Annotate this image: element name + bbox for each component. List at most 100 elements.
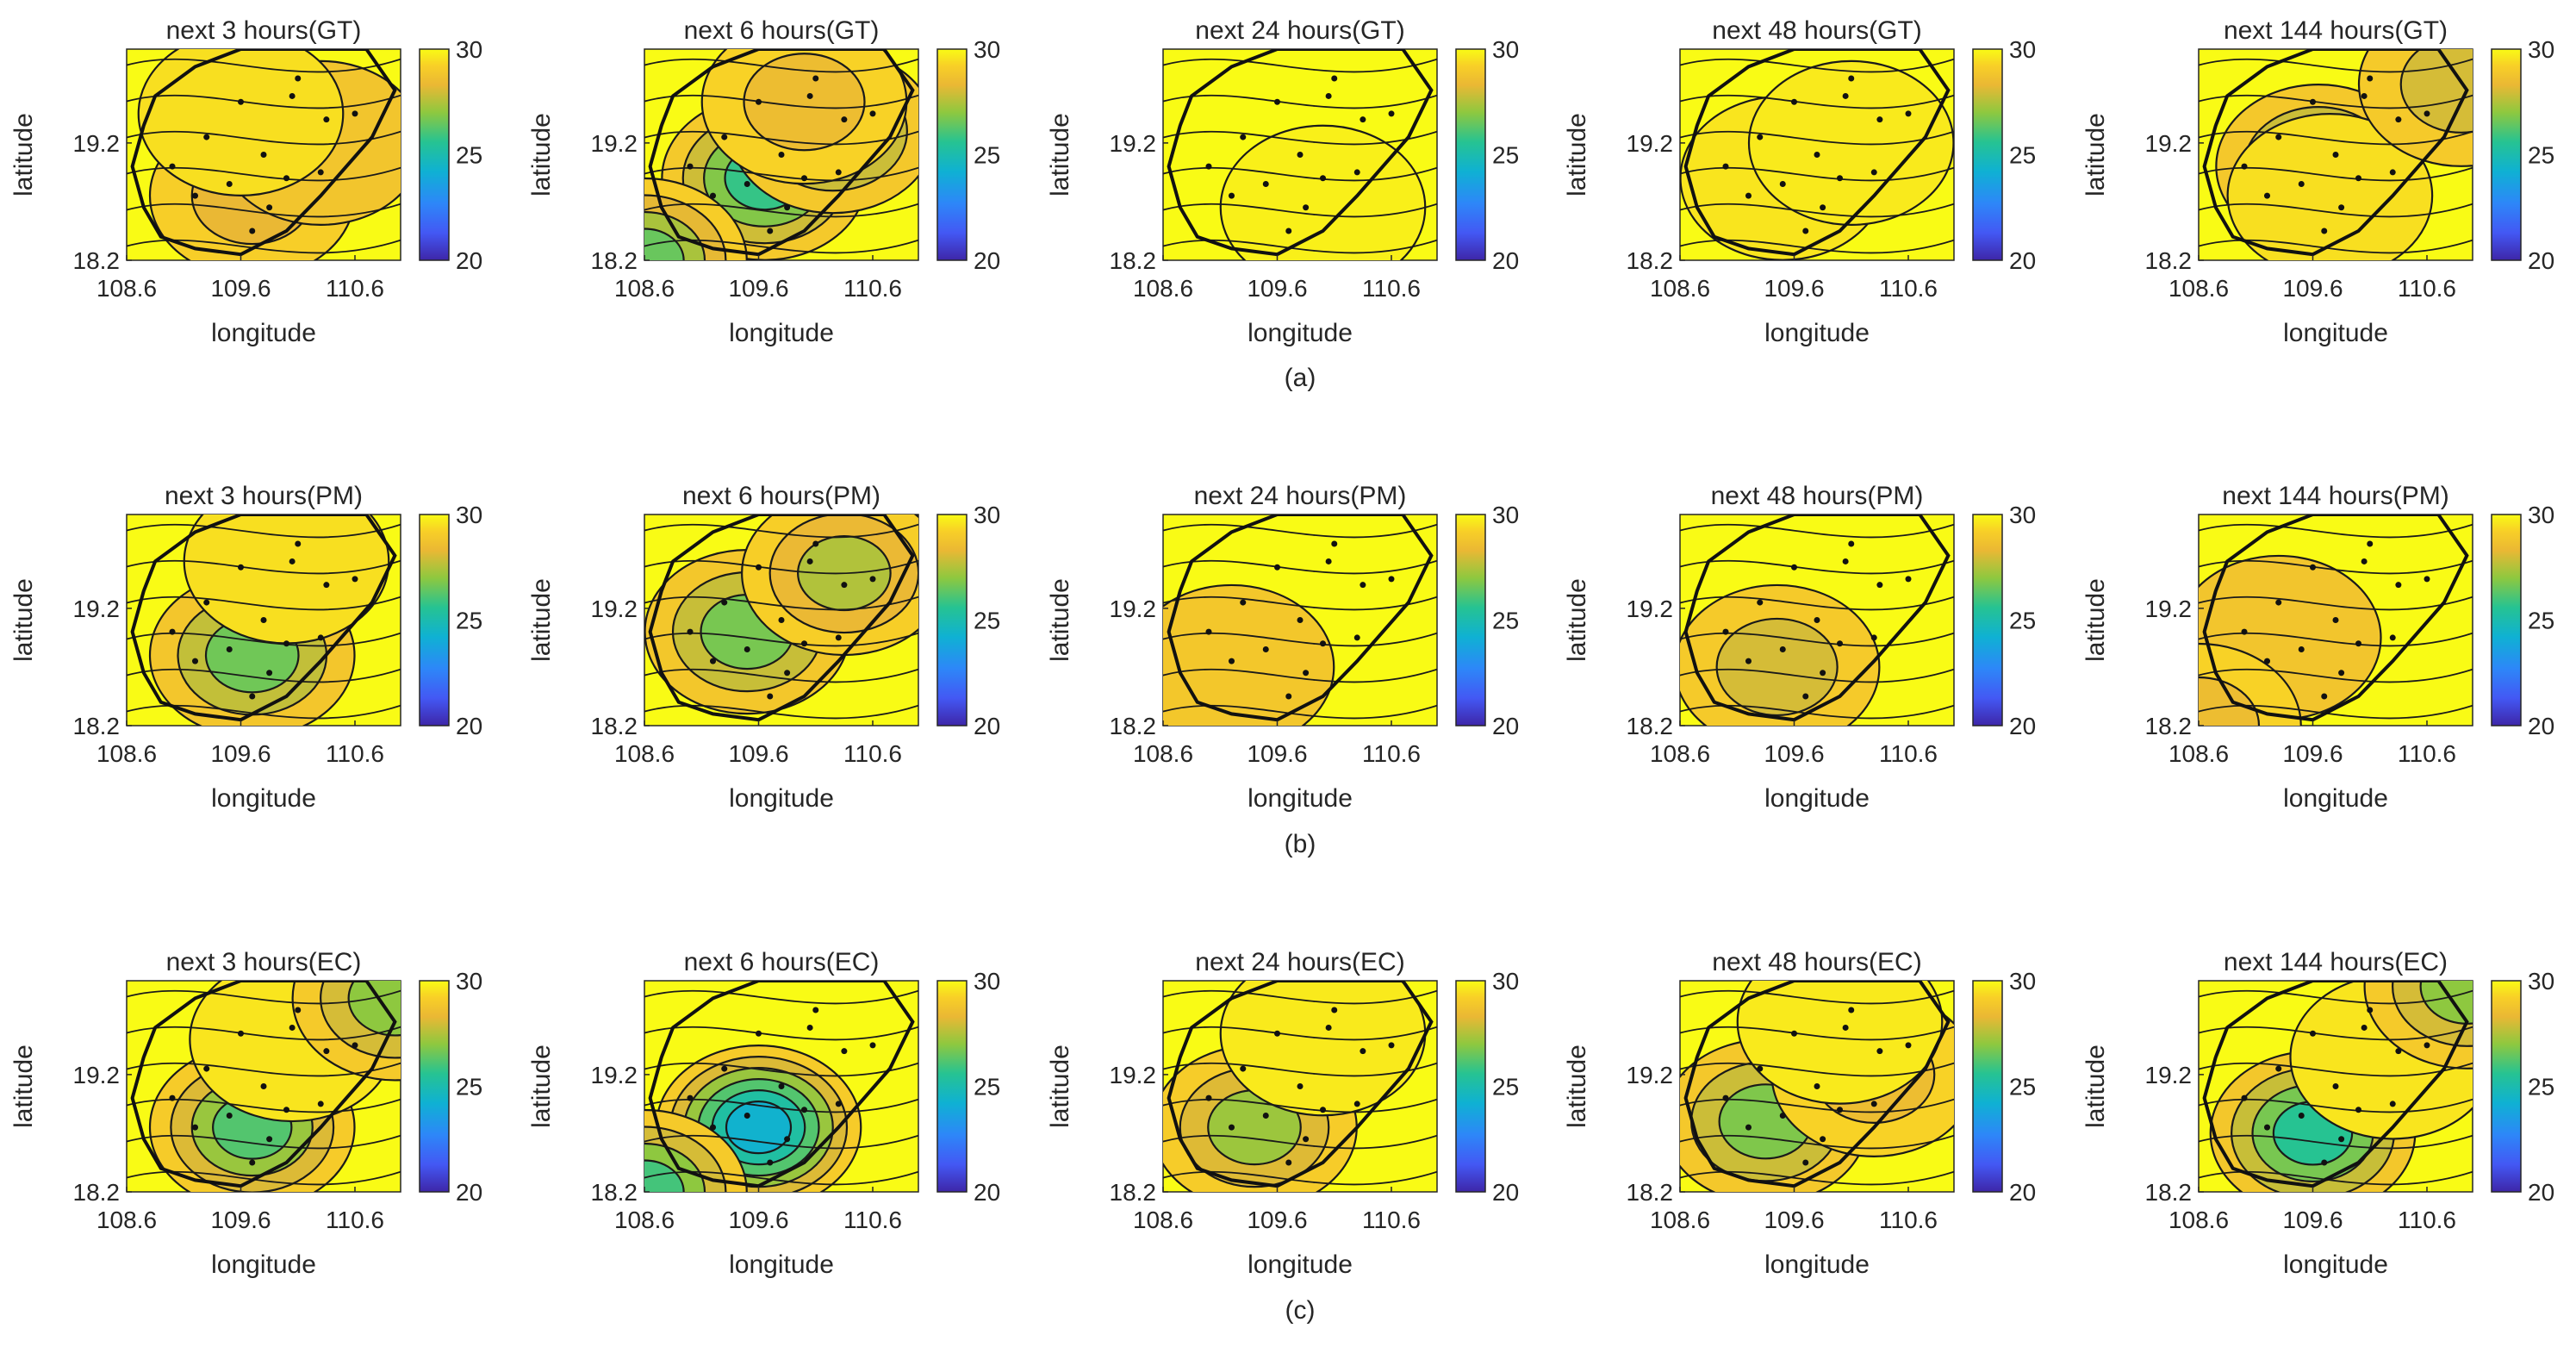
y-axis-label: latitude xyxy=(9,578,38,662)
colorbar-tick-label: 25 xyxy=(1492,142,1519,169)
colorbar-tick-label: 30 xyxy=(456,36,482,63)
secondary-spot-contour xyxy=(137,49,345,196)
station-marker xyxy=(1722,628,1729,635)
station-marker xyxy=(2332,1083,2339,1089)
station-marker xyxy=(1745,1124,1752,1131)
y-axis-label: latitude xyxy=(527,578,556,662)
y-tick-label: 18.2 xyxy=(73,713,121,739)
y-tick-label: 19.2 xyxy=(1110,130,1157,157)
y-axis-label: latitude xyxy=(1046,113,1074,196)
isoline xyxy=(1680,1062,1954,1077)
isoline xyxy=(1680,668,1954,683)
station-marker xyxy=(1353,634,1360,641)
panel: next 24 hours(GT) 108.6 109.6 110.6 18.2 19.2… xyxy=(1046,16,1519,347)
station-marker xyxy=(2332,617,2339,623)
x-tick-label: 110.6 xyxy=(843,275,902,302)
x-tick-label: 109.6 xyxy=(1764,740,1824,767)
station-marker xyxy=(249,1159,256,1166)
station-marker xyxy=(1791,564,1797,571)
x-tick-label: 110.6 xyxy=(2398,275,2456,302)
station-marker xyxy=(289,92,296,99)
isoline xyxy=(2199,596,2473,611)
panel-title: next 24 hours(GT) xyxy=(1195,16,1404,45)
x-axis-label: longitude xyxy=(1248,1250,1353,1279)
colorbar xyxy=(419,514,450,727)
x-tick-label: 109.6 xyxy=(210,1207,271,1233)
station-marker xyxy=(1905,110,1912,117)
isoline xyxy=(1680,203,1954,218)
coastline xyxy=(648,49,915,257)
station-marker xyxy=(1820,204,1826,211)
colorbar-tick-label: 20 xyxy=(1492,247,1519,274)
panel: next 6 hours(PM) 108.6 109.6 110.6 18.2 19.2 l… xyxy=(527,482,1000,813)
station-marker xyxy=(2310,98,2316,105)
isoline xyxy=(644,632,918,647)
station-marker xyxy=(2389,634,2396,641)
station-marker xyxy=(323,582,330,589)
station-marker xyxy=(1297,152,1304,158)
hot-spot-contour xyxy=(1715,617,1839,717)
station-marker xyxy=(710,192,716,199)
x-tick-label: 109.6 xyxy=(728,740,788,767)
x-axis-label: longitude xyxy=(2283,1250,2388,1279)
isoline xyxy=(1163,632,1437,647)
isoline xyxy=(2199,203,2473,218)
x-tick-label: 109.6 xyxy=(1247,740,1307,767)
panel-title: next 24 hours(EC) xyxy=(1195,948,1404,976)
station-marker xyxy=(1331,1007,1338,1013)
station-marker xyxy=(1837,640,1843,647)
station-marker xyxy=(1353,1101,1360,1107)
x-tick-label: 108.6 xyxy=(96,1207,157,1233)
station-marker xyxy=(295,1007,302,1013)
station-marker xyxy=(1297,617,1304,623)
station-marker xyxy=(812,75,819,82)
isoline xyxy=(1163,596,1437,611)
station-marker xyxy=(169,628,176,635)
y-tick-label: 19.2 xyxy=(1627,596,1674,622)
station-marker xyxy=(841,582,848,589)
panel-title: next 6 hours(EC) xyxy=(684,948,880,976)
station-marker xyxy=(1331,75,1338,82)
station-marker xyxy=(266,204,273,211)
station-marker xyxy=(169,163,176,170)
isoline xyxy=(644,668,918,683)
colorbar-tick-label: 25 xyxy=(2009,608,2036,634)
station-marker xyxy=(784,670,791,677)
y-axis-label: latitude xyxy=(1563,1045,1591,1128)
x-tick-label: 110.6 xyxy=(1879,275,1938,302)
station-marker xyxy=(2275,134,2282,140)
station-marker xyxy=(1802,228,1809,234)
coastline xyxy=(1167,49,1434,257)
station-marker xyxy=(260,152,267,158)
x-tick-label: 108.6 xyxy=(1650,1207,1710,1233)
colorbar xyxy=(2491,980,2522,1193)
colorbar-tick-label: 30 xyxy=(2009,36,2036,63)
station-marker xyxy=(238,1030,244,1037)
colorbar-tick-label: 20 xyxy=(974,1179,1000,1206)
coastline xyxy=(1167,981,1434,1188)
isoline xyxy=(1680,166,1954,182)
y-tick-label: 19.2 xyxy=(1627,1062,1674,1088)
station-marker xyxy=(1205,1094,1212,1101)
colorbar-tick-label: 20 xyxy=(1492,713,1519,739)
isoline xyxy=(127,1062,401,1077)
station-marker xyxy=(835,634,842,641)
y-tick-label: 18.2 xyxy=(1110,1179,1157,1206)
station-marker xyxy=(1848,75,1855,82)
isoline xyxy=(644,523,918,539)
isoline xyxy=(1680,1134,1954,1150)
panel: next 24 hours(PM) 108.6 109.6 110.6 18.2 19.2… xyxy=(1046,482,1519,813)
y-axis-label: latitude xyxy=(9,113,38,196)
panel-title: next 144 hours(EC) xyxy=(2224,948,2448,976)
station-marker xyxy=(2355,175,2361,182)
station-marker xyxy=(2367,75,2374,82)
isoline xyxy=(644,1098,918,1113)
colorbar-tick-label: 20 xyxy=(974,713,1000,739)
colorbar xyxy=(1972,980,2003,1193)
isoline xyxy=(2199,1062,2473,1077)
isoline xyxy=(127,203,401,218)
colorbar-tick-label: 20 xyxy=(2528,247,2554,274)
y-tick-label: 19.2 xyxy=(73,596,121,622)
station-marker xyxy=(1791,98,1797,105)
x-tick-label: 110.6 xyxy=(1362,275,1421,302)
